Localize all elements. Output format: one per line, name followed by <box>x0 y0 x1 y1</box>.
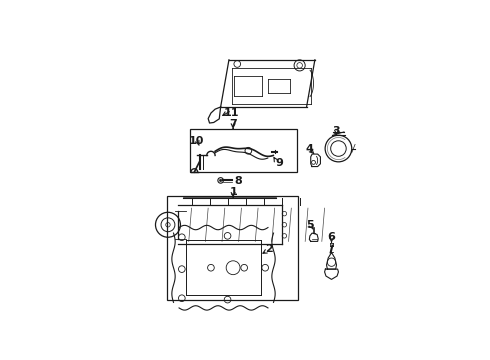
Text: 1: 1 <box>229 187 237 197</box>
Circle shape <box>220 179 222 181</box>
Text: 6: 6 <box>327 232 335 242</box>
Bar <box>190 129 297 172</box>
Text: 9: 9 <box>275 158 283 168</box>
Text: 10: 10 <box>189 136 204 146</box>
Text: 2: 2 <box>265 244 273 254</box>
Text: 8: 8 <box>235 176 243 186</box>
Text: 7: 7 <box>229 118 237 129</box>
Text: 4: 4 <box>305 144 313 154</box>
Text: 5: 5 <box>306 220 314 230</box>
Text: 11: 11 <box>224 108 240 118</box>
Text: 3: 3 <box>332 126 340 136</box>
Bar <box>167 195 298 300</box>
